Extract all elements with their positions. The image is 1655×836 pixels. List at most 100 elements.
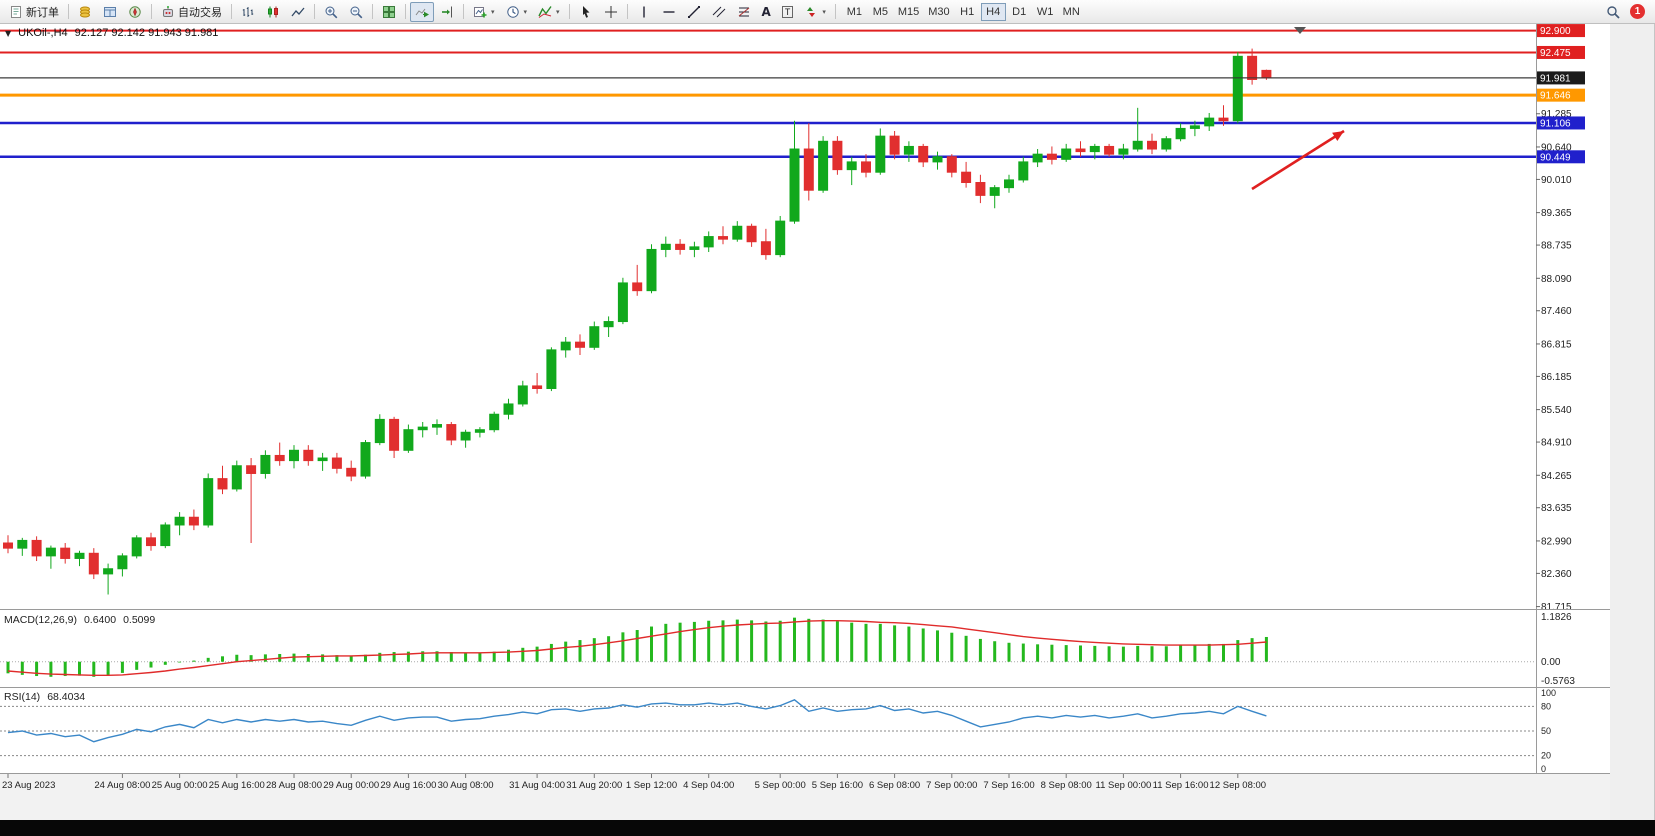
price-tag — [1537, 45, 1585, 59]
data-window-button[interactable] — [98, 2, 122, 22]
price-chart-svg: 91.285 90.640 90.010 89.365 88.735 88.090 87.4… — [0, 24, 1655, 820]
price-tag-label: 92.900 — [1540, 26, 1571, 37]
bottom-bar — [0, 820, 1655, 836]
toolbar-separator — [834, 4, 836, 19]
timeframe-w1-button[interactable]: W1 — [1033, 3, 1058, 21]
time-label: 12 Sep 08:00 — [1210, 780, 1267, 791]
tile-windows-button[interactable] — [377, 2, 401, 22]
auto-scroll-icon — [415, 8, 429, 17]
trend-arrow-annotation[interactable] — [1251, 129, 1345, 191]
indicators-dropdown-button[interactable]: ▾ — [533, 2, 565, 22]
time-label: 25 Aug 00:00 — [152, 780, 208, 791]
new-chart-button[interactable]: ▾ — [468, 2, 500, 22]
time-label: 11 Sep 16:00 — [1153, 780, 1209, 791]
candle-up — [846, 161, 857, 171]
auto-scroll-button[interactable] — [410, 1, 434, 22]
candle-up — [432, 424, 442, 428]
arrows-tool-button[interactable]: ▾ — [799, 2, 831, 22]
time-label: 6 Sep 08:00 — [869, 780, 920, 791]
dropdown-caret-icon: ▾ — [491, 7, 495, 16]
line-chart-icon — [291, 7, 305, 16]
timeframe-d1-button[interactable]: D1 — [1007, 3, 1032, 21]
price-tick-label: 91.285 — [1541, 109, 1572, 120]
candle-up — [546, 349, 557, 389]
candle-down — [31, 539, 42, 557]
new-order-button[interactable]: 新订单 — [4, 2, 64, 22]
crosshair-icon — [604, 5, 617, 18]
crosshair-tool-button[interactable] — [599, 2, 623, 22]
candle-up — [17, 539, 28, 549]
time-label: 8 Sep 08:00 — [1041, 780, 1092, 791]
autotrading-button[interactable]: 自动交易 — [156, 2, 227, 22]
text-tool-button[interactable]: A — [757, 2, 776, 22]
timeframe-group: M1 M5 M15 M30 H1 H4 D1 W1 MN — [842, 2, 1084, 21]
timeframe-h4-button[interactable]: H4 — [980, 2, 1006, 21]
timeframe-m5-button[interactable]: M5 — [868, 3, 893, 21]
navigator-button[interactable] — [123, 2, 147, 22]
navigator-icon — [129, 5, 141, 18]
candle-down — [246, 465, 257, 474]
toolbar-separator — [68, 4, 69, 19]
candle-up — [732, 225, 743, 240]
text-label-icon: T — [781, 5, 794, 18]
candle-up — [1189, 125, 1200, 129]
rsi-scale-label: 20 — [1541, 751, 1551, 761]
candle-up — [1018, 161, 1029, 181]
search-button[interactable] — [1601, 2, 1625, 22]
candle-up — [689, 246, 700, 250]
candle-up — [932, 156, 943, 163]
candle-down — [1218, 117, 1229, 122]
chart-shift-marker[interactable] — [1294, 27, 1306, 34]
candlestick-chart-button[interactable] — [261, 2, 285, 22]
horizontal-line-tool-button[interactable] — [657, 2, 681, 22]
zoom-out-icon — [350, 6, 363, 18]
chart-menu-icon[interactable]: ▼ — [5, 29, 12, 38]
candle-down — [346, 467, 357, 477]
price-tick-label: 87.460 — [1541, 306, 1572, 317]
candle-up — [403, 429, 414, 451]
candle-up — [989, 187, 1000, 196]
price-tick-label: 84.910 — [1541, 438, 1572, 449]
candle-down — [746, 225, 757, 243]
timeframe-m15-button[interactable]: M15 — [894, 3, 923, 21]
candle-up — [560, 341, 571, 351]
data-window-icon — [104, 6, 116, 17]
timeframe-h1-button[interactable]: H1 — [955, 3, 980, 21]
chart-shift-button[interactable] — [435, 2, 459, 22]
timeframe-mn-button[interactable]: MN — [1059, 3, 1084, 21]
candle-down — [188, 516, 199, 526]
notification-badge[interactable]: 1 — [1630, 4, 1645, 19]
time-label: 23 Aug 2023 — [2, 780, 55, 791]
zoom-in-icon — [325, 6, 338, 18]
channel-tool-button[interactable] — [707, 2, 731, 22]
price-tag-label: 91.981 — [1540, 73, 1571, 84]
candle-down — [1046, 153, 1057, 160]
price-tick-label: 81.715 — [1541, 602, 1572, 613]
zoom-in-button[interactable] — [319, 2, 343, 22]
timeframe-m30-button[interactable]: M30 — [924, 3, 953, 21]
chart-shift-icon — [442, 6, 452, 17]
timeframe-m1-button[interactable]: M1 — [842, 3, 867, 21]
cursor-tool-button[interactable] — [574, 2, 598, 22]
market-watch-button[interactable] — [73, 2, 97, 22]
timeframes-dropdown-button[interactable]: ▾ — [501, 2, 533, 22]
chart-window: 91.285 90.640 90.010 89.365 88.735 88.090 87.4… — [0, 24, 1655, 820]
toolbar-separator — [231, 4, 232, 19]
candle-down — [675, 243, 686, 250]
text-label-tool-button[interactable]: T — [777, 2, 799, 22]
zoom-out-button[interactable] — [344, 2, 368, 22]
trendline-tool-button[interactable] — [682, 2, 706, 22]
candle-up — [1061, 148, 1072, 160]
candle-up — [317, 457, 328, 462]
fibonacci-tool-button[interactable] — [732, 2, 756, 22]
dropdown-caret-icon: ▾ — [523, 7, 528, 16]
candle-up — [1161, 138, 1172, 150]
bar-chart-button[interactable] — [236, 2, 260, 22]
vertical-line-tool-button[interactable] — [632, 2, 656, 22]
line-chart-button[interactable] — [286, 2, 310, 22]
rsi-scale-label: 0 — [1541, 764, 1546, 774]
toolbar-separator — [463, 4, 464, 19]
trend-arrow-head — [1332, 131, 1344, 141]
time-label: 7 Sep 16:00 — [983, 780, 1034, 791]
